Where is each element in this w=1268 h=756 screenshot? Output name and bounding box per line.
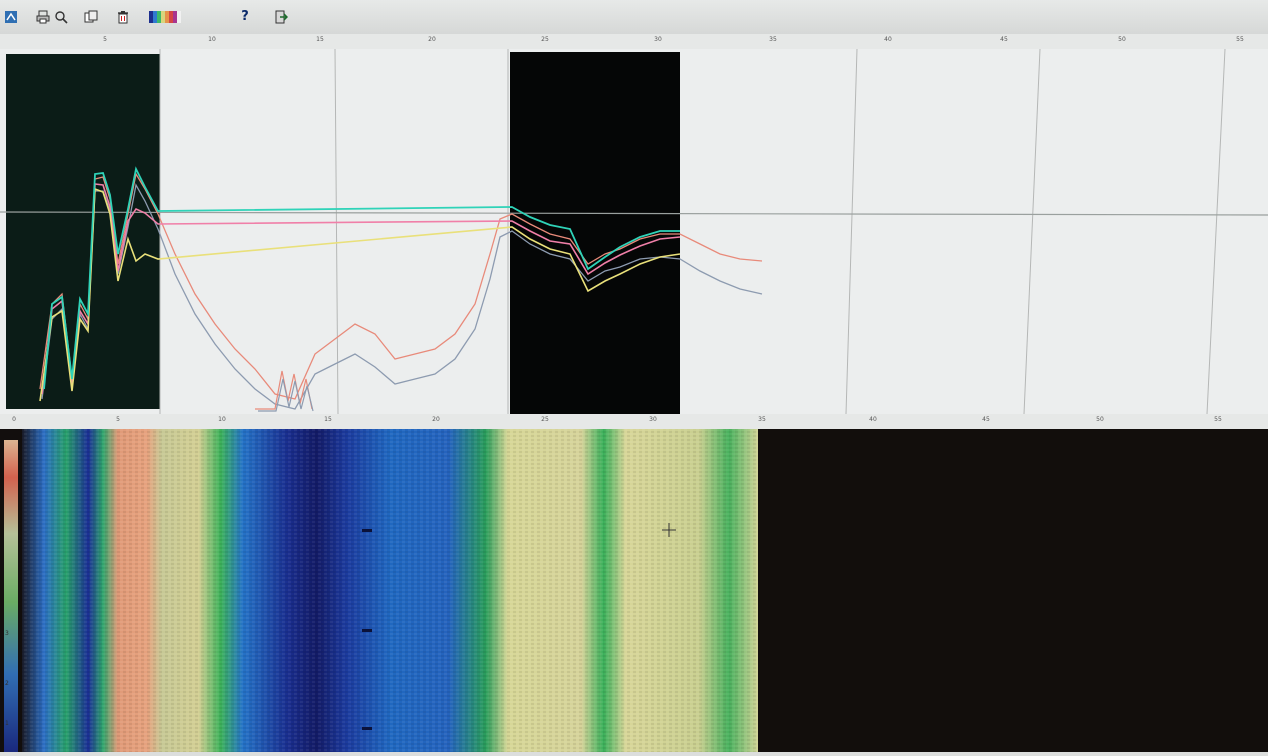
ruler-tick-label: 30 bbox=[654, 36, 662, 43]
dark-band-left bbox=[6, 54, 160, 409]
colorbar-tick-label: 2 bbox=[5, 680, 9, 687]
ruler-tick-label: 30 bbox=[649, 416, 657, 423]
ruler-tick-label: 5 bbox=[103, 36, 107, 43]
ruler-tick-label: 45 bbox=[1000, 36, 1008, 43]
line-plot bbox=[0, 48, 1268, 415]
ruler-tick-label: 55 bbox=[1236, 36, 1244, 43]
ruler-tick-label: 0 bbox=[12, 416, 16, 423]
grid-lines bbox=[159, 48, 1226, 415]
crosshair-icon bbox=[662, 523, 676, 537]
print-icon[interactable] bbox=[34, 8, 52, 26]
ruler-tick-label: 50 bbox=[1118, 36, 1126, 43]
ruler-tick-label: 15 bbox=[316, 36, 324, 43]
spectrogram-panel bbox=[0, 429, 1268, 752]
ruler-tick-label: 10 bbox=[208, 36, 216, 43]
spectrogram bbox=[22, 429, 1268, 752]
ruler-tick-label: 55 bbox=[1214, 416, 1222, 423]
ruler-tick-label: 50 bbox=[1096, 416, 1104, 423]
ruler-tick-label: 40 bbox=[869, 416, 877, 423]
colorbar-tick-label: 1 bbox=[5, 720, 9, 727]
ruler-tick-label: 20 bbox=[428, 36, 436, 43]
trace-yellow bbox=[39, 187, 681, 402]
copy-icon[interactable] bbox=[82, 8, 100, 26]
spectrogram-markers bbox=[362, 529, 372, 730]
ruler-tick-label: 35 bbox=[769, 36, 777, 43]
mid-ruler: 0 5 10 15 20 25 30 35 40 45 50 55 bbox=[0, 414, 1268, 430]
colorbar: 3 2 1 bbox=[4, 440, 18, 752]
help-icon[interactable]: ? bbox=[241, 9, 249, 24]
ruler-tick-label: 15 bbox=[324, 416, 332, 423]
ruler-tick-label: 25 bbox=[541, 416, 549, 423]
palette-icon[interactable] bbox=[148, 8, 182, 26]
ruler-tick-label: 5 bbox=[116, 416, 120, 423]
exit-icon[interactable] bbox=[272, 8, 290, 26]
ruler-tick-label: 35 bbox=[758, 416, 766, 423]
low-spikes bbox=[255, 370, 314, 412]
zoom-icon[interactable] bbox=[52, 8, 70, 26]
app-icon[interactable] bbox=[2, 8, 20, 26]
ruler-tick-label: 20 bbox=[432, 416, 440, 423]
ruler-tick-label: 25 bbox=[541, 36, 549, 43]
ruler-tick-label: 10 bbox=[218, 416, 226, 423]
line-plot-panel bbox=[0, 48, 1268, 415]
trace-cyan bbox=[43, 166, 680, 390]
trace-pink bbox=[41, 183, 681, 395]
delete-icon[interactable] bbox=[114, 8, 132, 26]
top-ruler: 5 10 15 20 25 30 35 40 45 50 55 bbox=[0, 34, 1268, 50]
ruler-tick-label: 40 bbox=[884, 36, 892, 43]
colorbar-tick-label: 3 bbox=[5, 630, 9, 637]
spectrogram-texture bbox=[22, 429, 758, 752]
ruler-tick-label: 45 bbox=[982, 416, 990, 423]
reference-line bbox=[0, 211, 1268, 216]
toolbar: ? bbox=[0, 0, 1268, 35]
empty-region bbox=[758, 429, 1268, 752]
